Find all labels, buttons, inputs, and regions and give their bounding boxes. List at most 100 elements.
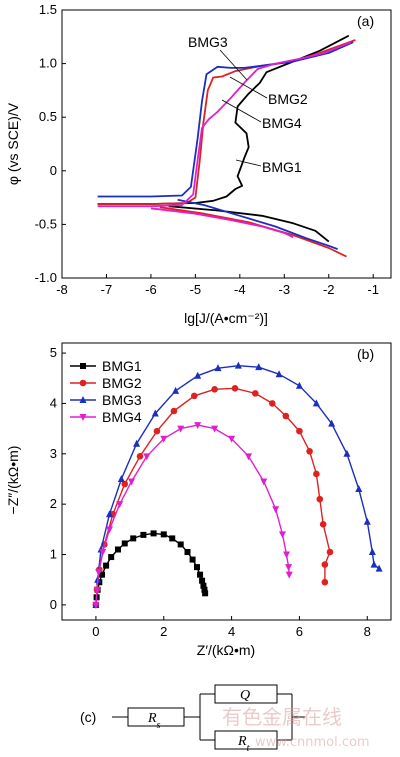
x-tick-label: 8 <box>364 624 371 639</box>
point-bmg2 <box>121 480 129 488</box>
point-bmg1 <box>160 531 167 538</box>
series-bmg2-line <box>97 39 356 205</box>
point-bmg3 <box>105 510 113 518</box>
point-bmg2 <box>231 385 239 392</box>
series-bmg4-line <box>97 41 352 208</box>
point-bmg3 <box>363 517 371 525</box>
point-bmg2 <box>319 521 327 528</box>
point-bmg3 <box>234 361 242 369</box>
point-bmg3 <box>355 485 363 493</box>
point-bmg4 <box>128 478 136 486</box>
y-tick-label: 4 <box>50 395 57 410</box>
point-bmg2 <box>282 412 290 420</box>
point-bmg1 <box>200 582 207 589</box>
point-bmg2 <box>252 390 259 397</box>
point-bmg3 <box>117 474 125 482</box>
point-bmg2 <box>190 392 198 400</box>
point-bmg4 <box>194 422 202 430</box>
point-bmg1 <box>150 530 157 537</box>
x-tick-label: -1 <box>367 282 379 297</box>
panel-a-x-ticks: -8 -7 -6 -5 -4 -3 -2 -1 <box>56 274 379 297</box>
legend-bmg1-marker <box>80 363 86 369</box>
panel-c-label: (c) <box>80 709 96 725</box>
point-bmg2 <box>211 386 218 393</box>
point-bmg3 <box>368 548 376 556</box>
panel-b-y-ticks: 0 1 2 3 4 5 <box>50 345 66 612</box>
x-tick-label: -6 <box>145 282 157 297</box>
point-bmg3 <box>295 381 303 389</box>
series-bmg3-line <box>177 198 338 250</box>
point-bmg1 <box>193 564 200 571</box>
rs-label: Rs <box>147 711 161 731</box>
panel-b-ylabel: −Z″/(kΩ•m) <box>5 446 21 515</box>
point-bmg1 <box>140 531 147 538</box>
point-bmg4 <box>105 526 113 534</box>
point-bmg4 <box>211 425 219 433</box>
legend-bmg3-label: BMG3 <box>102 392 142 408</box>
point-bmg2 <box>321 578 329 586</box>
series-bmg1-line <box>168 205 330 243</box>
point-bmg4 <box>260 478 268 486</box>
point-bmg3 <box>370 560 378 568</box>
annotation-bmg4: BMG4 <box>262 115 302 131</box>
y-tick-label: 0 <box>50 163 57 178</box>
q-label: Q <box>240 688 250 703</box>
point-bmg1 <box>103 562 110 569</box>
point-bmg2 <box>268 400 276 407</box>
x-tick-label: -3 <box>279 282 291 297</box>
series-bmg1-line <box>97 34 350 205</box>
panel-a-label: (a) <box>357 13 374 29</box>
panel-a-frame <box>61 9 392 279</box>
panel-b-series <box>92 361 383 609</box>
point-bmg1 <box>197 571 204 578</box>
x-tick-label: -7 <box>101 282 113 297</box>
point-bmg3 <box>375 564 383 572</box>
point-bmg3 <box>172 386 180 394</box>
legend-bmg1-label: BMG1 <box>102 358 142 374</box>
panel-a-y-ticks: -1.0 -0.5 0 0.5 1.0 1.5 <box>35 2 66 285</box>
y-tick-label: 0.5 <box>39 109 57 124</box>
point-bmg4 <box>245 453 253 461</box>
point-bmg2 <box>321 561 329 568</box>
point-bmg4 <box>177 425 185 433</box>
rt-label: Rt <box>237 734 250 754</box>
point-bmg3 <box>255 363 263 371</box>
x-tick-label: -5 <box>190 282 202 297</box>
point-bmg4 <box>272 506 280 514</box>
point-bmg4 <box>143 453 151 461</box>
x-tick-label: 4 <box>228 624 235 639</box>
point-bmg1 <box>108 554 115 561</box>
point-bmg2 <box>136 453 144 460</box>
point-bmg2 <box>326 548 334 556</box>
y-tick-label: 3 <box>50 446 57 461</box>
point-bmg1 <box>189 556 196 563</box>
panel-c-circuit: (c) Rs Q Rt <box>80 684 305 754</box>
panel-b-frame <box>61 342 392 621</box>
point-bmg1 <box>201 586 208 593</box>
point-bmg4 <box>95 569 103 577</box>
series-bmg4-line <box>95 424 290 605</box>
annotation-bmg2-leader <box>229 76 268 99</box>
series-bmg3-line <box>95 365 380 605</box>
point-bmg4 <box>285 564 293 572</box>
series-bmg1-line <box>95 532 206 605</box>
legend-bmg4-label: BMG4 <box>102 409 142 425</box>
point-bmg2 <box>296 427 303 435</box>
point-bmg3 <box>151 409 159 417</box>
y-tick-label: 1 <box>50 547 57 562</box>
x-tick-label: 0 <box>92 624 99 639</box>
point-bmg3 <box>133 439 141 447</box>
point-bmg4 <box>285 571 293 579</box>
legend-bmg4-marker <box>79 414 87 421</box>
panel-b-x-ticks: 0 2 4 6 8 <box>92 616 371 639</box>
point-bmg2 <box>153 427 161 435</box>
point-bmg4 <box>228 435 236 443</box>
point-bmg1 <box>199 577 206 584</box>
panel-a-series <box>97 34 356 258</box>
x-tick-label: -4 <box>234 282 246 297</box>
y-tick-label: -1.0 <box>35 270 57 285</box>
point-bmg3 <box>194 371 202 379</box>
point-bmg4 <box>99 549 107 557</box>
